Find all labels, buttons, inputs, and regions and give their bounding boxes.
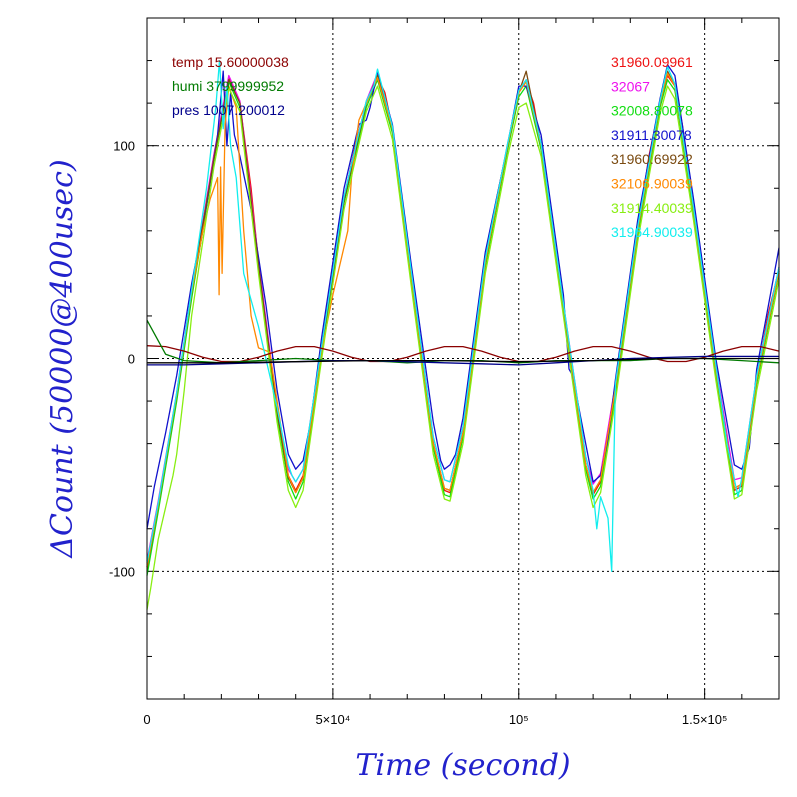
env-legend-entry: humi 3799999952 (172, 78, 284, 94)
channel-legend-entry: 32106.90039 (611, 176, 693, 192)
channel-legend-entry: 31960.09961 (611, 54, 693, 70)
x-tick-label: 5×10⁴ (315, 712, 350, 727)
y-tick-label: 100 (113, 139, 135, 154)
channel-legend: 31960.09961 32067 32008.80078 31911.30078 31… (611, 54, 693, 240)
y-tick-label: 0 (128, 352, 135, 367)
channel-legend-entry: 31964.90039 (611, 224, 693, 240)
series-line-11 (147, 357, 779, 364)
series-line-7 (146, 59, 780, 572)
tick-labels: 0 5×10⁴ 10⁵ 1.5×10⁵ 100 0 -100 (109, 139, 727, 727)
y-axis-title: ΔCount (50000@400usec) (45, 159, 80, 558)
env-legend-entry: temp 15.60000038 (172, 54, 289, 70)
env-legend: temp 15.60000038 humi 3799999952 pres 1007… (172, 54, 289, 118)
series-line-8 (146, 345, 780, 363)
channel-legend-entry: 31911.30078 (611, 127, 692, 143)
series-lines (146, 59, 780, 610)
channel-legend-entry: 32008.80078 (611, 103, 693, 119)
plot-frame (146, 17, 780, 700)
x-axis-title: Time (second) (355, 748, 570, 783)
channel-legend-entry: 31914.40039 (611, 200, 693, 216)
x-tick-label: 10⁵ (509, 712, 529, 727)
channel-legend-entry: 32067 (611, 78, 650, 94)
x-tick-label: 0 (143, 712, 150, 727)
x-tick-label: 1.5×10⁵ (682, 712, 728, 727)
channel-legend-entry: 31960.69922 (611, 151, 693, 167)
env-legend-entry: pres 1007.200012 (172, 102, 285, 118)
y-tick-label: -100 (109, 564, 135, 579)
series-line-6 (146, 85, 780, 610)
